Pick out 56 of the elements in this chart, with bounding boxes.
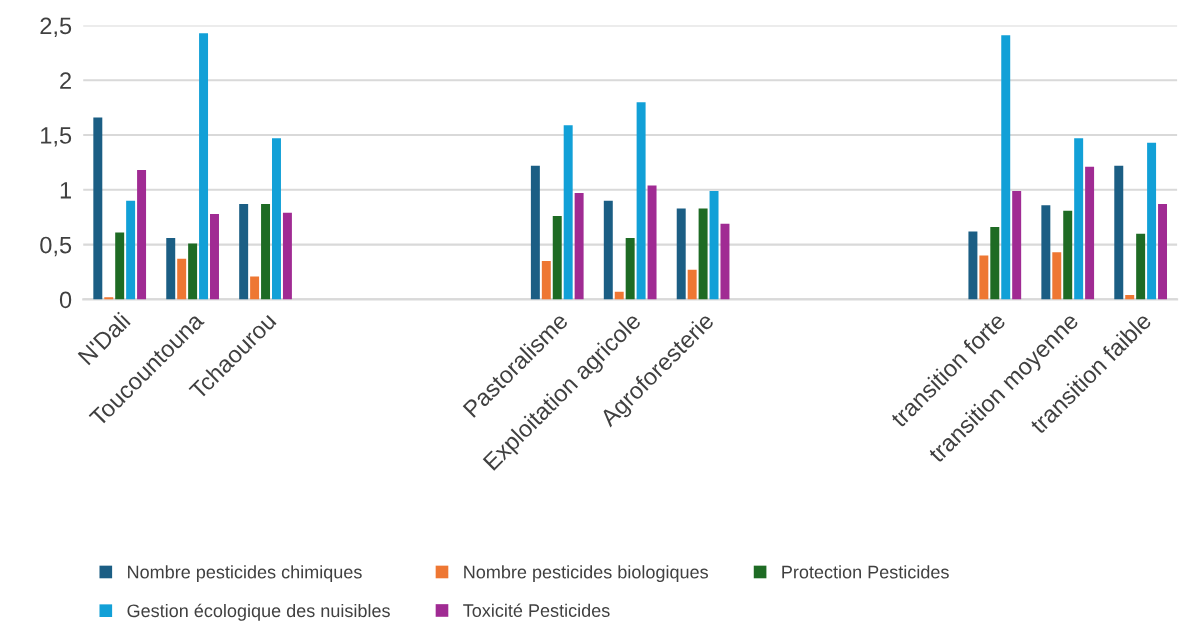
bar	[968, 231, 978, 300]
y-tick-label: 0	[59, 291, 72, 309]
y-tick-label: 1	[60, 182, 71, 199]
legend-label: Nombre pesticides chimiques	[128, 565, 362, 583]
bar	[239, 204, 249, 300]
bar	[1158, 204, 1168, 300]
bar	[210, 213, 219, 300]
bar	[720, 223, 730, 300]
bar	[1125, 295, 1135, 300]
bar	[990, 227, 1000, 300]
bar	[1136, 233, 1146, 300]
bar	[282, 212, 292, 300]
bar	[1001, 35, 1011, 300]
bar	[979, 255, 989, 300]
y-tick-label: 0,5	[40, 236, 72, 257]
bar	[1041, 205, 1051, 300]
bar	[115, 232, 125, 300]
bar	[625, 238, 635, 300]
bar	[1147, 142, 1157, 300]
legend-label: Gestion écologique des nuisibles	[127, 603, 390, 621]
bar	[250, 276, 260, 300]
bar	[93, 117, 103, 300]
bar	[552, 216, 562, 300]
bar	[614, 291, 624, 300]
legend-label: Protection Pesticides	[782, 565, 949, 579]
bar	[261, 204, 271, 300]
bar	[541, 261, 551, 300]
bar	[698, 208, 708, 300]
bar	[647, 185, 657, 300]
legend-label: Toxicité Pesticides	[463, 603, 610, 617]
bar	[1114, 165, 1124, 300]
y-tick-label: 2	[60, 72, 71, 89]
bar	[199, 33, 209, 300]
bar	[709, 190, 719, 300]
legend-label: Nombre pesticides biologiques	[464, 565, 708, 583]
bar	[563, 125, 573, 300]
y-tick-label: 1,5	[41, 127, 72, 147]
bar	[530, 165, 540, 300]
bar	[177, 258, 187, 300]
bar	[1052, 252, 1062, 300]
bar	[272, 138, 281, 300]
y-tick-label: 2,5	[40, 17, 72, 38]
bar	[1085, 166, 1095, 300]
bar	[603, 200, 613, 300]
bar	[1012, 190, 1022, 300]
bar	[636, 102, 646, 300]
bar	[676, 208, 686, 300]
bar	[1074, 138, 1084, 300]
bar	[687, 269, 697, 300]
bar	[166, 238, 176, 300]
bar	[126, 200, 136, 300]
bar	[104, 297, 114, 300]
bar	[1063, 210, 1073, 300]
bar	[574, 193, 584, 300]
bar	[137, 170, 147, 300]
bar	[188, 243, 198, 300]
